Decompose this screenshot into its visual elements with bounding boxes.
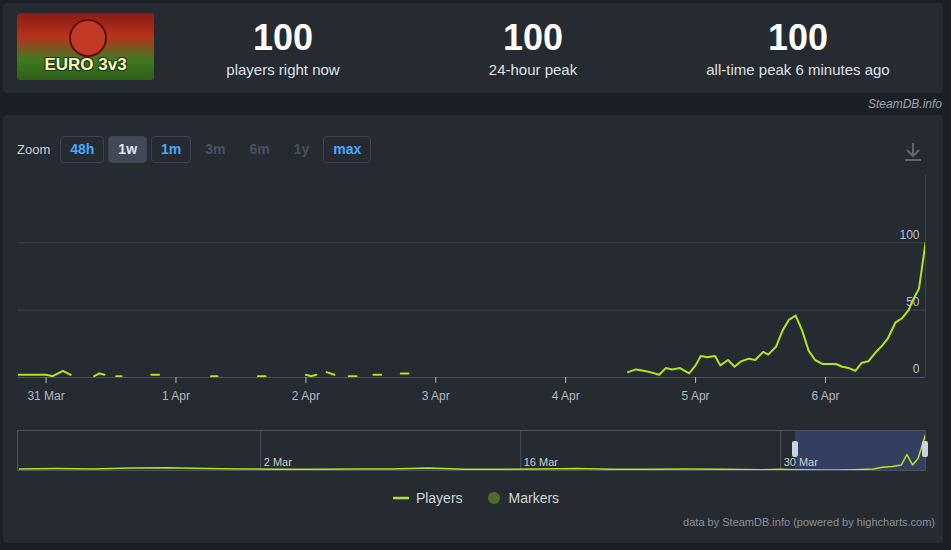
html-text:100: 100 <box>503 17 563 58</box>
html-text:SteamDB.info: SteamDB.info <box>868 97 942 111</box>
svg-text:0: 0 <box>913 362 920 376</box>
html-text:100: 100 <box>768 17 828 58</box>
html-text:all-time peak 6 minutes ago: all-time peak 6 minutes ago <box>706 61 890 78</box>
html-text:Markers: Markers <box>508 490 560 506</box>
html-text:EURO 3v3: EURO 3v3 <box>44 55 127 74</box>
svg-text:50: 50 <box>906 295 920 309</box>
svg-text:30 Mar: 30 Mar <box>784 456 819 468</box>
svg-text:1 Apr: 1 Apr <box>162 389 190 403</box>
html-text:48h: 48h <box>70 141 95 157</box>
svg-text:5 Apr: 5 Apr <box>682 389 710 403</box>
html-text:100: 100 <box>253 17 313 58</box>
svg-text:6 Apr: 6 Apr <box>811 389 839 403</box>
svg-text:100: 100 <box>899 228 919 242</box>
svg-text:31 Mar: 31 Mar <box>27 389 64 403</box>
html-text:6m: 6m <box>249 141 270 157</box>
svg-text:3 Apr: 3 Apr <box>422 389 450 403</box>
html-text:1m: 1m <box>161 141 182 157</box>
html-text:players right now: players right now <box>226 61 340 78</box>
svg-text:2 Apr: 2 Apr <box>292 389 320 403</box>
svg-text:4 Apr: 4 Apr <box>552 389 580 403</box>
svg-text:16 Mar: 16 Mar <box>524 456 559 468</box>
html-text:1y: 1y <box>293 141 310 157</box>
html-text:1w: 1w <box>118 141 137 157</box>
html-text:Players: Players <box>415 490 463 506</box>
html-text:24-hour peak: 24-hour peak <box>488 61 578 78</box>
html-text:Zoom: Zoom <box>17 142 51 157</box>
html-text:data by SteamDB.info (powered: data by SteamDB.info (powered by highcha… <box>683 516 935 528</box>
svg-text:2 Mar: 2 Mar <box>264 456 292 468</box>
html-text:max: max <box>333 141 362 157</box>
html-text:3m: 3m <box>205 141 226 157</box>
